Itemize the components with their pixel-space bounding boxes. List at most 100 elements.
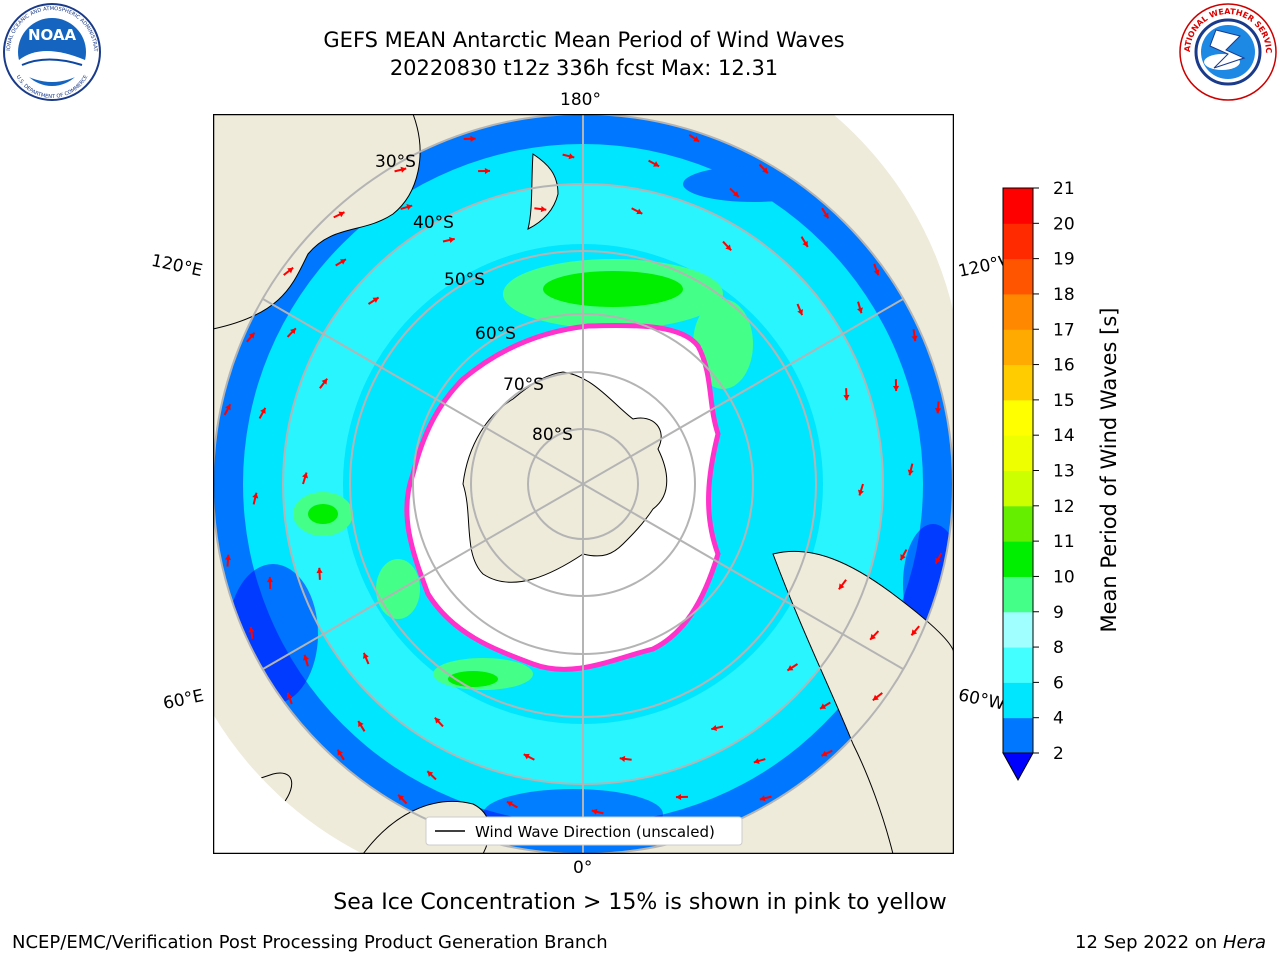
wind-arrow-head <box>224 554 232 560</box>
colorbar-tick-label: 16 <box>1053 356 1075 376</box>
wind-arrow-head <box>362 652 369 659</box>
wind-arrow-head <box>857 307 863 314</box>
wind-arrow-head <box>372 297 379 303</box>
colorbar-box <box>1003 364 1033 401</box>
colorbar-box <box>1003 435 1033 471</box>
wind-arrow-head <box>753 758 760 764</box>
wind-arrow-head <box>287 267 294 274</box>
colorbar-tick-label: 15 <box>1053 391 1075 411</box>
wind-arrow-head <box>591 808 598 815</box>
noaa-logo-text: NOAA <box>28 26 77 44</box>
wind-arrow-head <box>762 167 768 174</box>
wind-arrow-head <box>636 208 643 215</box>
wind-arrow-head <box>873 269 880 276</box>
wind-arrow-head <box>427 771 434 777</box>
wind-arrow-head <box>911 335 918 342</box>
wind-arrow-head <box>935 557 941 564</box>
footer-right: 12 Sep 2022 on Hera <box>1075 932 1266 953</box>
colorbar-tick-label: 20 <box>1053 214 1075 234</box>
colorbar-frame <box>1002 187 1034 754</box>
wind-arrow-head <box>290 328 296 335</box>
colorbar-tick-label: 8 <box>1053 638 1064 658</box>
colorbar-box <box>1003 470 1033 507</box>
wind-arrow-head <box>732 191 739 197</box>
colorbar-tick-label: 6 <box>1053 673 1064 693</box>
lat-label-50s: 50°S <box>444 270 485 290</box>
legend-label: Wind Wave Direction (unscaled) <box>475 823 715 841</box>
colorbar-tick-label: 11 <box>1053 532 1075 552</box>
lat-label-70s: 70°S <box>503 375 544 395</box>
colorbar-box <box>1003 505 1033 542</box>
wind-arrow-head <box>838 583 845 590</box>
lat-label-80s: 80°S <box>532 425 573 445</box>
wind-arrow-head <box>321 378 328 385</box>
wind-arrow-head <box>858 489 864 496</box>
wind-arrow-head <box>619 755 626 762</box>
colorbar-box <box>1003 188 1033 224</box>
wind-arrow-head <box>252 492 259 499</box>
wind-arrow-head <box>248 332 255 339</box>
colorbar-box <box>1003 223 1033 260</box>
colorbar-tick-label: 17 <box>1053 320 1075 340</box>
noaa-logo: NOAA NATIONAL OCEANIC AND ATMOSPHERIC AD… <box>2 2 101 101</box>
wind-arrow-head <box>434 717 441 724</box>
wind-arrow-head <box>900 554 906 561</box>
chart-title: GEFS MEAN Antarctic Mean Period of Wind … <box>323 28 845 52</box>
land-new-zealand <box>527 153 559 230</box>
wind-arrow-head <box>358 721 364 728</box>
footer-left: NCEP/EMC/Verification Post Processing Pr… <box>12 932 608 953</box>
wind-arrow-head <box>725 244 732 251</box>
wind-arrow-head <box>400 166 407 173</box>
wind-arrow-head <box>225 404 231 411</box>
wind-arrow-head <box>911 629 918 636</box>
wind-arrow-head <box>843 394 850 401</box>
polar-map: Wind Wave Direction (unscaled) <box>213 114 954 854</box>
wind-arrow-head <box>568 153 575 160</box>
colorbar-box <box>1003 399 1033 436</box>
wind-wave-arrows <box>223 133 943 835</box>
wind-arrow-head <box>759 795 766 802</box>
colorbar-box <box>1003 293 1033 330</box>
colorbar-box <box>1003 329 1033 366</box>
wind-arrow-head <box>907 469 914 476</box>
nws-logo: NATIONAL WEATHER SERVICE <box>1178 2 1277 101</box>
wind-arrow-head <box>260 407 266 414</box>
wind-arrow-head <box>398 794 404 801</box>
wind-arrow-head <box>286 692 293 699</box>
wind-arrow-head <box>523 753 530 760</box>
colorbar-label: Mean Period of Wind Waves [s] <box>1097 307 1121 633</box>
footer-machine: Hera <box>1222 932 1266 953</box>
colorbar-tick-label: 2 <box>1053 744 1064 764</box>
wind-arrow-head <box>470 135 476 142</box>
wind-arrow-head <box>248 626 255 633</box>
colorbar-extend-arrow <box>1002 752 1034 782</box>
lat-label-30s: 30°S <box>375 152 416 172</box>
colorbar-tick-label: 14 <box>1053 426 1075 446</box>
wind-arrow-head <box>303 654 309 661</box>
wind-arrow-head <box>302 472 308 479</box>
colorbar-tick-label: 18 <box>1053 285 1075 305</box>
wind-arrow-head <box>484 167 491 175</box>
lon-label-120e: 120°E <box>149 250 205 282</box>
wind-arrow-head <box>934 408 942 414</box>
wind-arrow-head <box>870 633 876 640</box>
wind-arrow-head <box>338 211 345 218</box>
land-australia <box>213 114 421 330</box>
wind-arrow-head <box>797 309 804 316</box>
wind-arrow-head <box>892 385 900 392</box>
colorbar-tick-label: 21 <box>1053 179 1075 199</box>
lat-label-60s: 60°S <box>475 324 516 344</box>
wind-arrow-head <box>406 204 413 210</box>
wind-arrow-head <box>823 212 829 219</box>
wind-arrow-head <box>449 236 455 244</box>
colorbar-box <box>1003 682 1033 719</box>
colorbar-tick-label: 19 <box>1053 250 1075 270</box>
colorbar-tick-label: 9 <box>1053 603 1064 623</box>
wind-arrow-head <box>653 161 660 167</box>
lon-label-60e: 60°E <box>161 685 206 715</box>
sea-ice-note: Sea Ice Concentration > 15% is shown in … <box>333 890 947 915</box>
wind-arrow-head <box>693 136 700 142</box>
footer-date: 12 Sep 2022 on <box>1075 932 1223 953</box>
colorbar-box <box>1003 647 1033 683</box>
colorbar-tick-label: 13 <box>1053 462 1075 482</box>
